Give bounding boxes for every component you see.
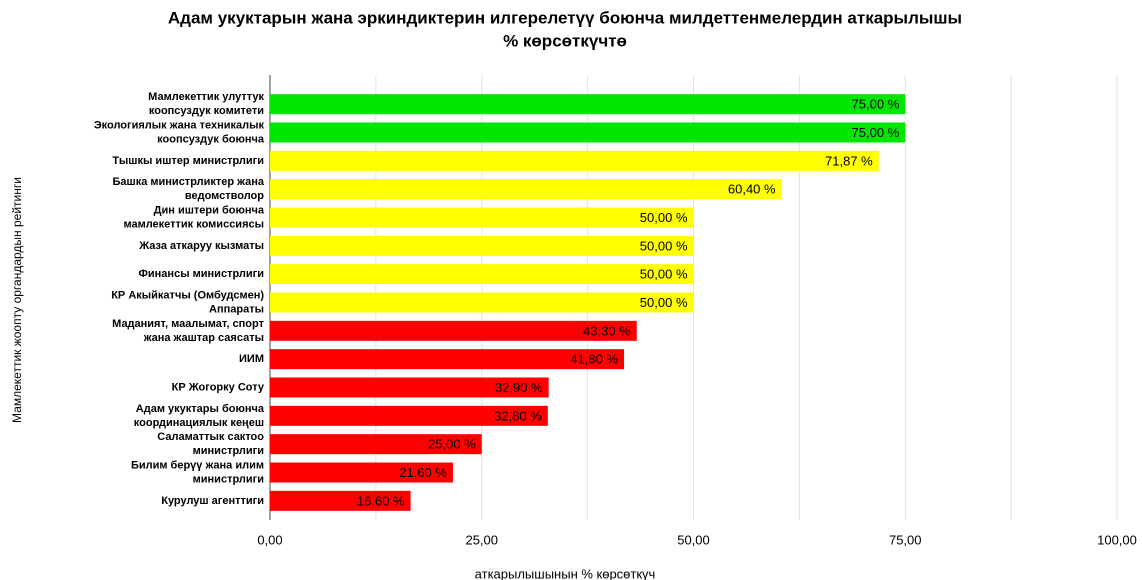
y-tick-label: Билим берүү жана илим министрлиги xyxy=(131,459,264,485)
bar xyxy=(270,434,482,455)
x-tick-label: 75,00 xyxy=(889,532,922,547)
y-tick-label: Экологиялык жана техникалык коопсуздук бо… xyxy=(94,119,265,145)
bar xyxy=(270,490,411,511)
value-label: 43,30 % xyxy=(583,323,631,338)
y-tick-label: КР Жогорку Соту xyxy=(172,381,265,393)
x-tick-label: 0,00 xyxy=(257,532,282,547)
value-label: 16,60 % xyxy=(357,493,405,508)
y-tick-label: Дин иштери боюнча мамлекеттик комиссиясы xyxy=(123,204,264,230)
bar xyxy=(270,349,625,370)
y-tick-label: Адам укуктары боюнча координациялык кеңеш xyxy=(134,403,265,429)
value-label: 60,40 % xyxy=(728,182,776,197)
y-tick-label: Жаза аткаруу кызматы xyxy=(138,240,264,252)
bar xyxy=(270,377,549,398)
y-tick-label: Мамлекеттик улуттук коопсуздук комитети xyxy=(148,91,264,117)
value-label: 21,60 % xyxy=(399,465,447,480)
value-label: 50,00 % xyxy=(640,210,688,225)
y-tick-label: Саламаттык сактоо министрлиги xyxy=(157,431,264,457)
bar xyxy=(270,94,906,115)
bar xyxy=(270,179,782,200)
y-tick-label: ИИМ xyxy=(239,353,264,365)
y-tick-label: Башка министрликтер жана ведомстволор xyxy=(113,176,265,202)
value-label: 41,80 % xyxy=(570,352,618,367)
value-label: 25,00 % xyxy=(428,437,476,452)
y-axis-label: Мамлекеттик жоопту органдардын рейтинги xyxy=(10,177,24,423)
value-label: 71,87 % xyxy=(825,153,873,168)
bar xyxy=(270,292,694,313)
bar xyxy=(270,320,637,341)
x-tick-label: 100,00 xyxy=(1097,532,1137,547)
y-tick-label: Маданият, маалымат, спорт жана жаштар сая… xyxy=(112,318,264,344)
y-tick-label: Финансы министрлиги xyxy=(139,268,264,280)
chart-title: Адам укуктарын жана эркиндиктерин илгере… xyxy=(168,9,962,51)
value-label: 32,80 % xyxy=(494,408,542,423)
value-label: 50,00 % xyxy=(640,238,688,253)
bar xyxy=(270,207,694,228)
bar xyxy=(270,122,906,143)
x-axis-label: аткарылышынын % көрсөткүч xyxy=(475,566,656,580)
x-tick-label: 50,00 xyxy=(677,532,710,547)
bar xyxy=(270,150,879,171)
y-tick-label: КР Акыйкатчы (Омбудсмен) Аппараты xyxy=(111,289,264,315)
value-label: 75,00 % xyxy=(852,125,900,140)
x-tick-label: 25,00 xyxy=(465,532,498,547)
bar xyxy=(270,235,694,256)
bar xyxy=(270,462,453,483)
value-label: 50,00 % xyxy=(640,267,688,282)
y-tick-label: Курулуш агенттиги xyxy=(161,495,264,507)
value-label: 50,00 % xyxy=(640,295,688,310)
value-label: 32,90 % xyxy=(495,380,543,395)
bar xyxy=(270,264,694,285)
value-label: 75,00 % xyxy=(852,97,900,112)
bar xyxy=(270,405,548,426)
y-tick-label: Тышкы иштер министрлиги xyxy=(112,155,264,167)
